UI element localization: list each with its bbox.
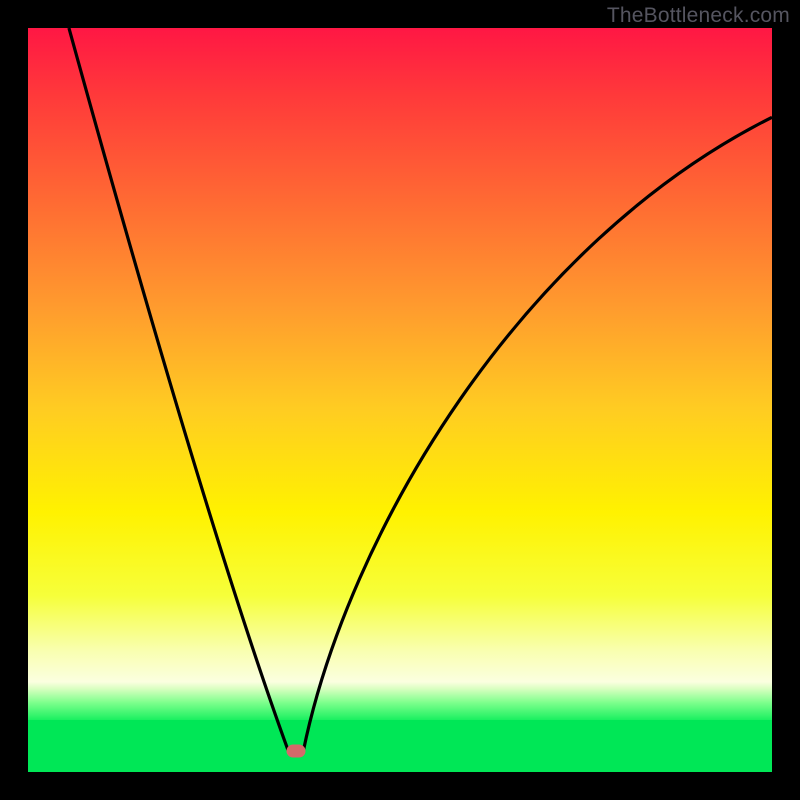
curve-right-branch bbox=[303, 117, 772, 751]
watermark: TheBottleneck.com bbox=[607, 4, 790, 28]
bottleneck-curve bbox=[28, 28, 772, 772]
plot-area bbox=[28, 28, 772, 772]
curve-left-branch bbox=[69, 28, 288, 751]
optimal-point-marker bbox=[286, 745, 305, 758]
